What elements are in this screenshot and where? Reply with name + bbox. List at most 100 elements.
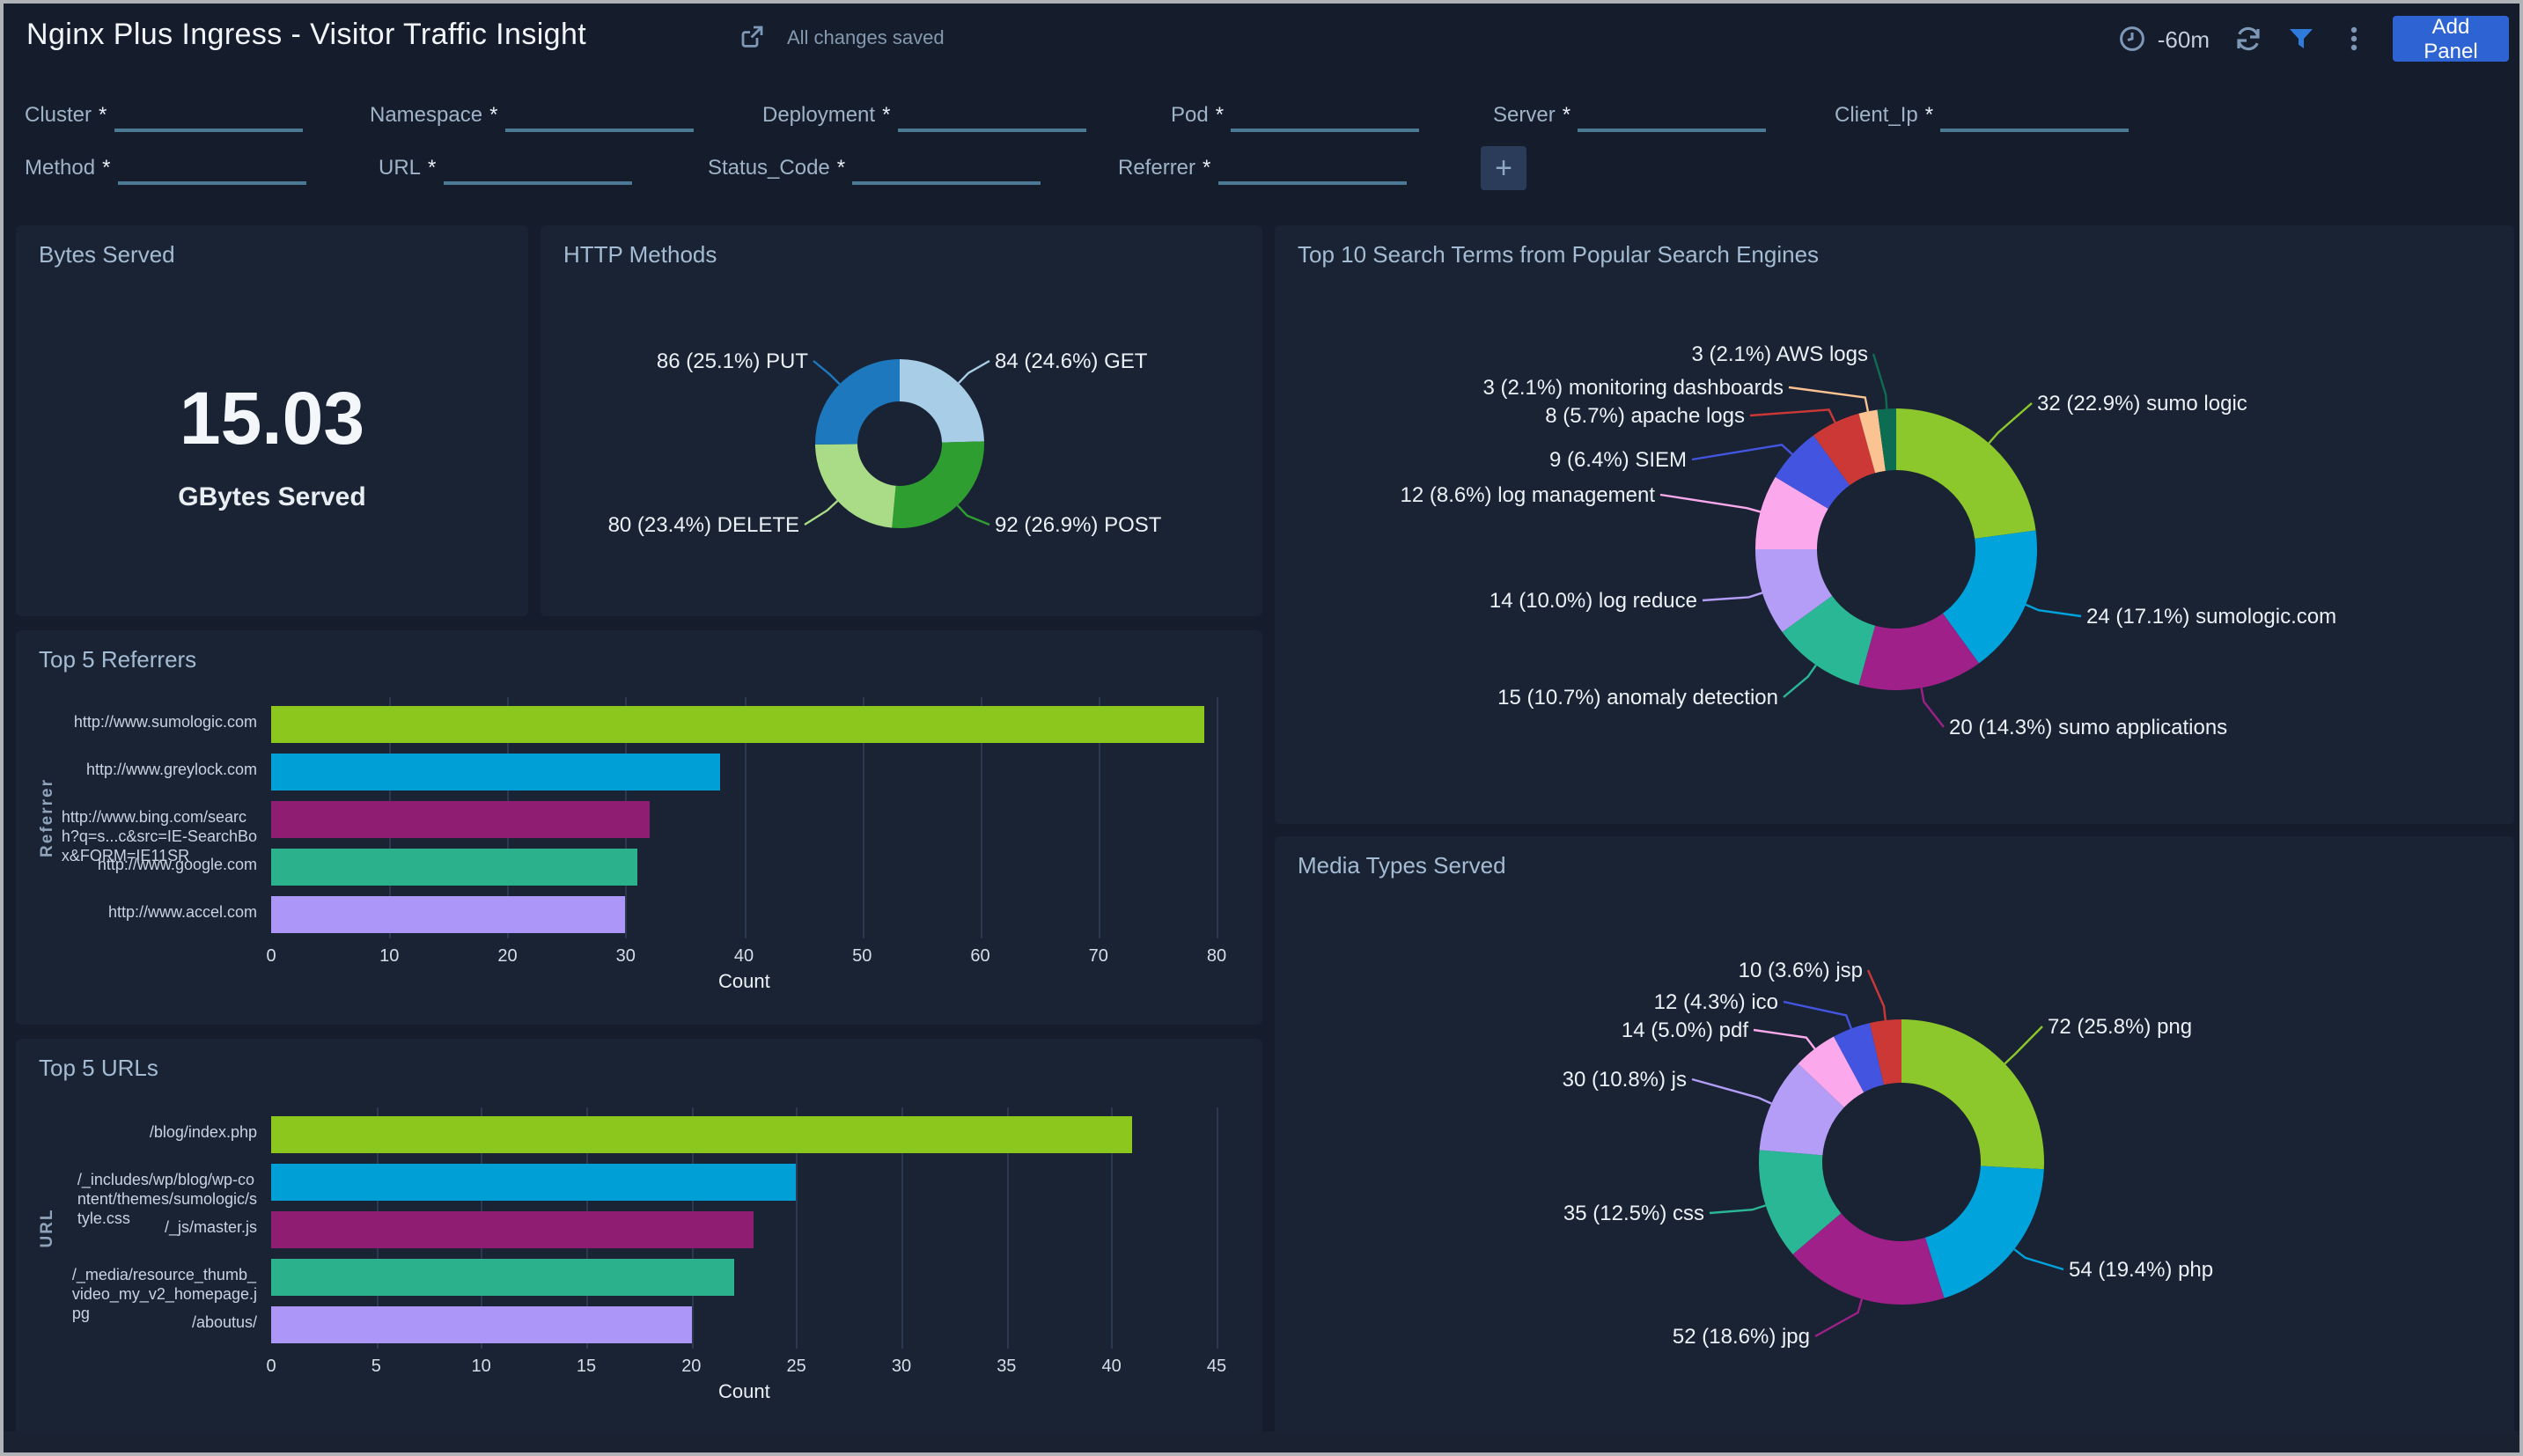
x-axis-tick: 35 <box>997 1357 1017 1377</box>
donut-slice-log-reduce[interactable] <box>1755 549 1833 633</box>
panel-title: HTTP Methods <box>563 241 717 268</box>
filter-url[interactable]: URL * <box>379 155 632 185</box>
bar-3[interactable] <box>271 849 638 886</box>
add-panel-button[interactable]: Add Panel <box>2393 14 2509 63</box>
bar-1[interactable] <box>271 754 721 791</box>
label-leader-line <box>2013 1248 2064 1271</box>
panel-title: Top 10 Search Terms from Popular Search … <box>1298 241 1820 268</box>
panel-bytes-served: Bytes Served 15.03 GBytes Served <box>16 225 528 616</box>
donut-slice-label: 32 (22.9%) sumo logic <box>2037 392 2247 415</box>
filter-cluster-input[interactable] <box>114 102 303 132</box>
donut-slice-label: 10 (3.6%) jsp <box>1739 959 1863 982</box>
donut-slice-label: 54 (19.4%) php <box>2069 1258 2213 1282</box>
filter-cluster[interactable]: Cluster * <box>25 102 303 132</box>
add-filter-button[interactable]: + <box>1481 146 1526 190</box>
donut-slice-ico[interactable] <box>1833 1023 1884 1092</box>
filter-client-ip[interactable]: Client_Ip * <box>1835 102 2129 132</box>
donut-slice-put[interactable] <box>815 359 900 445</box>
top-bar: Nginx Plus Ingress - Visitor Traffic Ins… <box>4 4 2519 74</box>
donut-slice-js[interactable] <box>1759 1063 1844 1156</box>
x-axis-tick: 0 <box>266 947 276 967</box>
donut-slice-get[interactable] <box>900 359 984 443</box>
gridline <box>796 1107 798 1349</box>
y-axis-category-label: http://www.accel.com <box>107 902 257 920</box>
donut-slice-jpg[interactable] <box>1792 1213 1945 1305</box>
filter-url-input[interactable] <box>443 155 632 185</box>
label-leader-line <box>1753 1028 1816 1050</box>
bar-3[interactable] <box>271 1259 734 1296</box>
donut-slice-sumo-logic[interactable] <box>1896 408 2036 539</box>
gridline <box>1006 1107 1009 1349</box>
y-axis-category-label: http://www.greylock.com <box>85 760 257 777</box>
donut-slice-siem[interactable] <box>1775 435 1850 509</box>
filter-namespace[interactable]: Namespace * <box>370 102 694 132</box>
time-range-icon[interactable] <box>2119 25 2147 53</box>
label-leader-line <box>1988 402 2033 445</box>
http-methods-donut-chart: 84 (24.6%) GET 92 (26.9%) POST 80 (23.4%) … <box>608 349 1162 537</box>
x-axis-tick: 80 <box>1206 947 1227 967</box>
y-axis-category-label: http://www.bing.com/searc h?q=s...c&src=… <box>61 807 257 864</box>
panel-top-referrers: Top 5 Referrers 0 10 20 30 40 50 60 70 80 http://… <box>16 630 1262 1025</box>
donut-slice-label: 14 (10.0%) log reduce <box>1490 589 1697 613</box>
filter-namespace-input[interactable] <box>504 102 694 132</box>
donut-slice-png[interactable] <box>1901 1019 2044 1170</box>
donut-slice-label: 3 (2.1%) AWS logs <box>1691 342 1868 366</box>
filter-client-ip-input[interactable] <box>1940 102 2129 132</box>
label-leader-line <box>1920 688 1945 728</box>
bar-4[interactable] <box>271 896 626 933</box>
donut-slice-post[interactable] <box>892 441 984 528</box>
filter-server-input[interactable] <box>1578 102 1767 132</box>
bar-2[interactable] <box>271 801 650 838</box>
donut-slice-label: 20 (14.3%) sumo applications <box>1949 716 2227 739</box>
donut-slice-aws-logs[interactable] <box>1877 408 1896 471</box>
label-leader-line <box>1872 353 1888 409</box>
bar-1[interactable] <box>271 1164 797 1201</box>
filter-deployment-input[interactable] <box>897 102 1086 132</box>
bar-4[interactable] <box>271 1306 692 1343</box>
donut-slice-anomaly-detection[interactable] <box>1782 595 1876 686</box>
gridline <box>862 697 864 938</box>
filter-status-code[interactable]: Status_Code * <box>708 155 1041 185</box>
filter-method-input[interactable] <box>117 155 306 185</box>
donut-slice-delete[interactable] <box>815 444 896 528</box>
donut-slice-css[interactable] <box>1759 1150 1842 1254</box>
gridline <box>1098 697 1100 938</box>
filter-pod-input[interactable] <box>1231 102 1420 132</box>
donut-slice-sumologic-com[interactable] <box>1942 530 2037 664</box>
donut-slice-jsp[interactable] <box>1869 1019 1901 1085</box>
panel-title: Media Types Served <box>1298 852 1506 879</box>
filter-icon[interactable] <box>2287 25 2315 53</box>
bar-0[interactable] <box>271 706 1205 743</box>
urls-bar-chart: 0 5 10 15 20 25 30 35 40 45/blog/index.php /_inclu… <box>16 1039 1262 1435</box>
bar-2[interactable] <box>271 1211 754 1248</box>
donut-slice-log-management[interactable] <box>1755 476 1828 549</box>
donut-slice-sumo-applications[interactable] <box>1858 613 1980 690</box>
donut-slice-php[interactable] <box>1924 1166 2044 1298</box>
refresh-icon[interactable] <box>2234 25 2262 53</box>
filter-pod[interactable]: Pod * <box>1171 102 1420 132</box>
filter-server[interactable]: Server * <box>1493 102 1767 132</box>
donut-slice-monitoring-dashboards[interactable] <box>1858 409 1886 474</box>
donut-slice-label: 84 (24.6%) GET <box>995 349 1148 373</box>
x-axis-title: Count <box>718 1382 770 1403</box>
x-axis-tick: 20 <box>681 1357 702 1377</box>
kebab-menu-icon[interactable] <box>2340 25 2368 53</box>
gridline <box>1217 697 1218 938</box>
filter-deployment[interactable]: Deployment * <box>762 102 1086 132</box>
donut-slice-label: 12 (8.6%) log management <box>1401 483 1656 507</box>
filter-method[interactable]: Method * <box>25 155 306 185</box>
filter-referrer[interactable]: Referrer * <box>1118 155 1407 185</box>
bytes-served-unit: GBytes Served <box>178 482 366 512</box>
filter-referrer-input[interactable] <box>1217 155 1407 185</box>
donut-slice-apache-logs[interactable] <box>1813 413 1876 486</box>
time-range-value[interactable]: -60m <box>2157 26 2210 52</box>
filter-status-code-input[interactable] <box>852 155 1041 185</box>
donut-slice-label: 8 (5.7%) apache logs <box>1545 404 1745 428</box>
donut-slice-label: 9 (6.4%) SIEM <box>1549 448 1687 472</box>
donut-slice-label: 92 (26.9%) POST <box>995 513 1162 537</box>
share-icon[interactable] <box>738 23 766 51</box>
bar-0[interactable] <box>271 1116 1133 1153</box>
y-axis-category-label: http://www.google.com <box>97 855 257 872</box>
donut-slice-pdf[interactable] <box>1798 1036 1865 1107</box>
label-leader-line <box>2025 603 2082 618</box>
